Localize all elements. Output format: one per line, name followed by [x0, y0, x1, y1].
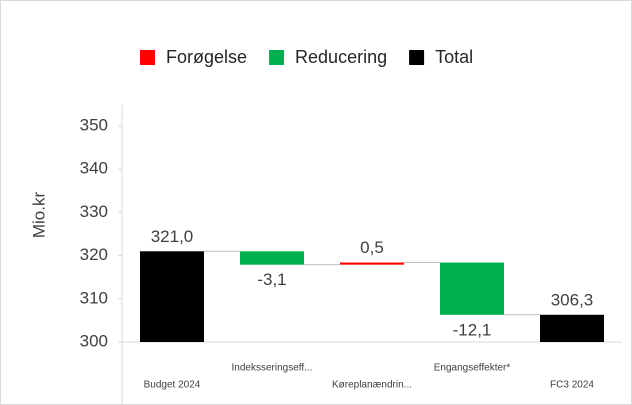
value-label: 321,0 [151, 227, 194, 246]
y-tick-label: 310 [80, 288, 108, 307]
legend-swatch [409, 50, 425, 65]
value-label: -3,1 [257, 270, 286, 289]
bar [540, 314, 604, 342]
y-tick-label: 330 [80, 202, 108, 221]
x-tick-label: Indeksseringseff... [232, 363, 313, 374]
value-label: -12,1 [453, 320, 492, 339]
y-tick-label: 340 [80, 159, 108, 178]
bar [240, 251, 304, 265]
bar [340, 262, 404, 265]
y-tick-label: 300 [80, 331, 108, 350]
x-tick-label: FC3 2024 [550, 380, 594, 391]
value-label: 306,3 [551, 290, 594, 309]
legend-label: Total [435, 47, 473, 67]
y-axis-label: Mio.kr [29, 192, 48, 239]
y-tick-label: 320 [80, 245, 108, 264]
x-tick-label: Køreplanændrin... [332, 380, 412, 391]
bar [140, 251, 204, 342]
legend-swatch [269, 50, 285, 65]
x-tick-label: Budget 2024 [144, 380, 201, 391]
legend-label: Forøgelse [166, 47, 247, 67]
legend-label: Reducering [295, 47, 387, 67]
legend-swatch [140, 50, 155, 65]
bar [440, 262, 504, 315]
x-tick-label: Engangseffekter* [434, 363, 511, 374]
value-label: 0,5 [360, 238, 384, 257]
y-tick-label: 350 [80, 115, 108, 134]
